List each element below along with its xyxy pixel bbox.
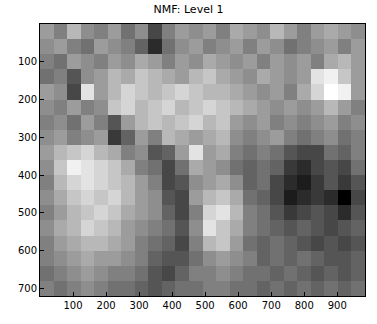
svg-text:900: 900: [328, 300, 347, 311]
svg-text:100: 100: [63, 300, 82, 311]
svg-text:300: 300: [18, 132, 37, 143]
svg-text:NMF: Level 1: NMF: Level 1: [154, 3, 224, 16]
svg-text:200: 200: [97, 300, 116, 311]
svg-text:300: 300: [130, 300, 149, 311]
svg-text:500: 500: [18, 207, 37, 218]
svg-text:600: 600: [18, 245, 37, 256]
svg-text:700: 700: [262, 300, 281, 311]
svg-text:400: 400: [163, 300, 182, 311]
svg-text:200: 200: [18, 94, 37, 105]
svg-text:800: 800: [295, 300, 314, 311]
svg-text:700: 700: [18, 283, 37, 294]
svg-text:500: 500: [196, 300, 215, 311]
svg-text:100: 100: [18, 56, 37, 67]
svg-text:400: 400: [18, 170, 37, 181]
svg-text:600: 600: [229, 300, 248, 311]
